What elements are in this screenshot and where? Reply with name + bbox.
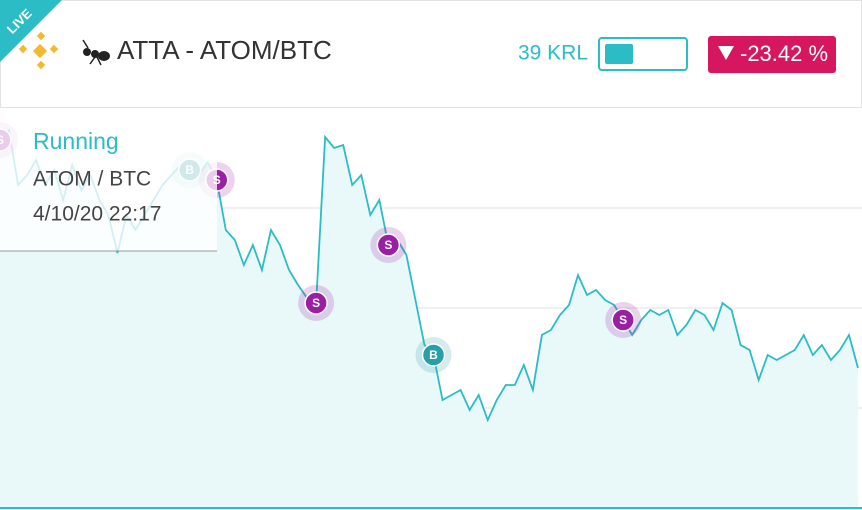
trade-label: B <box>429 348 438 362</box>
trade-marker <box>421 343 446 367</box>
ant-icon <box>82 39 110 66</box>
live-ribbon <box>0 0 62 62</box>
down-arrow <box>718 46 734 60</box>
trade-marker <box>611 308 635 332</box>
change-badge <box>708 36 836 73</box>
bot-title: ATTA - ATOM/BTC <box>117 35 332 65</box>
info-panel <box>0 108 217 251</box>
balance: 39 KRL <box>518 42 588 65</box>
trade-label: S <box>384 238 392 252</box>
change: -23.42 % <box>740 41 828 66</box>
progress-fill <box>605 44 633 64</box>
status: Running <box>33 128 119 154</box>
trade-marker <box>376 233 401 257</box>
trade-label: S <box>312 296 320 310</box>
pair: ATOM / BTC <box>33 168 151 191</box>
exchange-logo <box>18 31 59 70</box>
date: 4/10/20 22:17 <box>33 203 161 226</box>
trade-marker <box>304 291 328 315</box>
trade-label: S <box>619 313 627 327</box>
